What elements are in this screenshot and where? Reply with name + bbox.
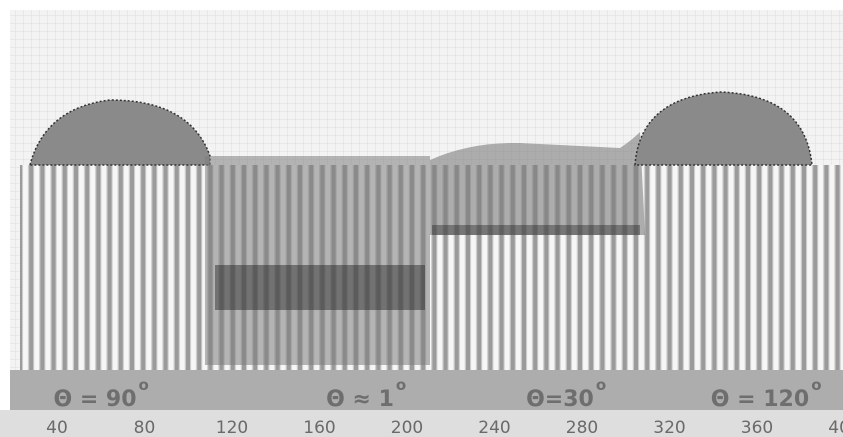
region-label-sup: o bbox=[396, 376, 406, 394]
liquid-front bbox=[215, 265, 425, 310]
x-tick-label: 320 bbox=[653, 418, 685, 437]
label-band bbox=[10, 370, 843, 410]
liquid-partial bbox=[430, 132, 645, 235]
x-tick-label: 200 bbox=[391, 418, 423, 437]
region-label-sup: o bbox=[596, 376, 606, 394]
region-label: Θ = 90 bbox=[53, 387, 136, 412]
region-label-sup: o bbox=[139, 376, 149, 394]
region-label: Θ = 120 bbox=[711, 387, 809, 412]
region-label: Θ=30 bbox=[526, 387, 594, 412]
droplet-cap bbox=[29, 99, 211, 166]
x-tick-label: 40 bbox=[46, 418, 68, 437]
x-tick-label: 400 bbox=[828, 418, 843, 437]
region-label: Θ ≈ 1 bbox=[326, 387, 394, 412]
x-tick-label: 120 bbox=[216, 418, 248, 437]
x-tick-label: 160 bbox=[303, 418, 335, 437]
axis-strip bbox=[0, 410, 843, 437]
x-tick-label: 80 bbox=[134, 418, 156, 437]
x-tick-label: 240 bbox=[478, 418, 510, 437]
region-label-sup: o bbox=[811, 376, 821, 394]
liquid-front bbox=[432, 225, 640, 235]
x-tick-label: 280 bbox=[566, 418, 598, 437]
x-tick-label: 360 bbox=[741, 418, 773, 437]
droplet-cap bbox=[634, 91, 813, 166]
liquid-fill bbox=[205, 156, 430, 365]
